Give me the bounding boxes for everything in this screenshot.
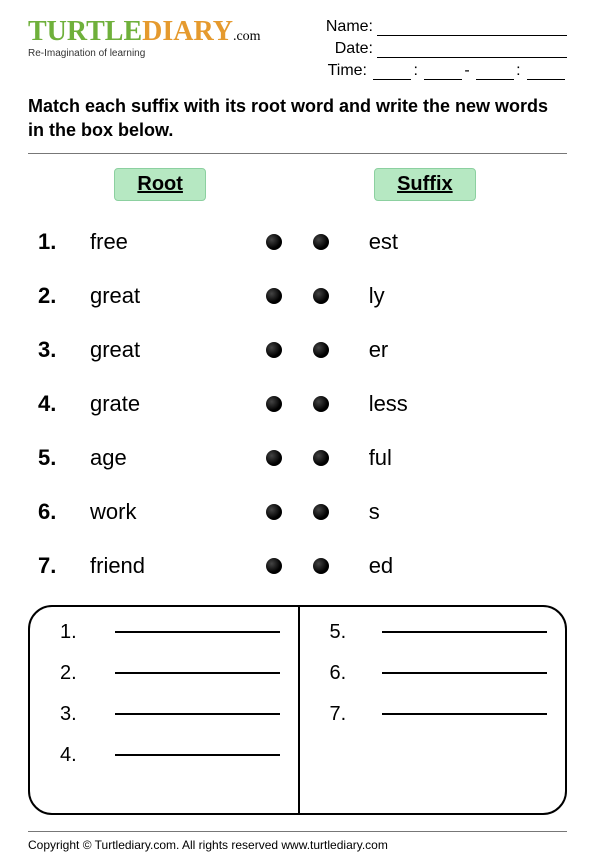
logo-word-1: TURTLE — [28, 16, 142, 47]
answer-number: 3. — [60, 703, 85, 726]
time-blank-3[interactable] — [476, 79, 514, 80]
name-field: Name: — [326, 18, 567, 36]
suffix-word: ed — [369, 553, 547, 579]
time-blank-2[interactable] — [424, 79, 462, 80]
root-word: work — [68, 499, 266, 525]
root-header: Root — [38, 168, 282, 201]
name-blank[interactable] — [377, 35, 567, 36]
match-dot-icon[interactable] — [266, 558, 282, 574]
time-blank-1[interactable] — [373, 79, 411, 80]
match-dot-icon[interactable] — [313, 558, 329, 574]
root-word: great — [68, 337, 266, 363]
time-blank-4[interactable] — [527, 79, 565, 80]
answer-blank[interactable] — [382, 631, 547, 633]
answer-blank[interactable] — [382, 672, 547, 674]
suffix-row: less — [303, 377, 547, 431]
date-field: Date: — [326, 40, 567, 58]
suffix-row: ly — [303, 269, 547, 323]
row-number: 5. — [38, 445, 68, 471]
answer-blank[interactable] — [382, 713, 547, 715]
suffix-word: er — [369, 337, 547, 363]
logo-dotcom: .com — [233, 29, 261, 44]
logo: TURTLEDIARY.com Re-Imagination of learni… — [28, 18, 261, 59]
root-row: 1.free — [38, 215, 282, 269]
answer-col-right: 5. 6. 7. — [298, 607, 566, 813]
suffix-row: est — [303, 215, 547, 269]
suffix-word: ly — [369, 283, 547, 309]
row-number: 6. — [38, 499, 68, 525]
root-word: friend — [68, 553, 266, 579]
meta-fields: Name: Date: Time: : - : — [326, 18, 567, 84]
answer-number: 4. — [60, 744, 85, 767]
root-row: 6.work — [38, 485, 282, 539]
root-word: age — [68, 445, 266, 471]
answer-blank[interactable] — [115, 713, 280, 715]
suffix-row: er — [303, 323, 547, 377]
row-number: 1. — [38, 229, 68, 255]
answer-col-left: 1. 2. 3. 4. — [30, 607, 298, 813]
answer-blank[interactable] — [115, 631, 280, 633]
match-dot-icon[interactable] — [266, 342, 282, 358]
match-dot-icon[interactable] — [313, 288, 329, 304]
match-dot-icon[interactable] — [266, 234, 282, 250]
match-dot-icon[interactable] — [266, 288, 282, 304]
match-dot-icon[interactable] — [313, 396, 329, 412]
root-row: 5.age — [38, 431, 282, 485]
logo-text: TURTLEDIARY.com — [28, 18, 261, 46]
match-dot-icon[interactable] — [266, 504, 282, 520]
row-number: 2. — [38, 283, 68, 309]
time-field: Time: : - : — [326, 62, 567, 80]
root-word: free — [68, 229, 266, 255]
page-header: TURTLEDIARY.com Re-Imagination of learni… — [28, 18, 567, 84]
suffix-row: s — [303, 485, 547, 539]
suffix-row: ful — [303, 431, 547, 485]
answer-box: 1. 2. 3. 4. 5. 6. 7. — [28, 605, 567, 815]
answer-number: 7. — [330, 703, 353, 726]
root-column: Root 1.free2.great3.great4.grate5.age6.w… — [38, 168, 282, 593]
footer-text: Copyright © Turtlediary.com. All rights … — [28, 831, 567, 852]
root-word: grate — [68, 391, 266, 417]
root-row: 4.grate — [38, 377, 282, 431]
date-blank[interactable] — [377, 57, 567, 58]
answer-row: 6. — [330, 662, 548, 685]
suffix-word: less — [369, 391, 547, 417]
answer-row: 4. — [60, 744, 280, 767]
row-number: 7. — [38, 553, 68, 579]
suffix-word: s — [369, 499, 547, 525]
match-dot-icon[interactable] — [313, 234, 329, 250]
answer-row: 7. — [330, 703, 548, 726]
root-word: great — [68, 283, 266, 309]
answer-blank[interactable] — [115, 754, 280, 756]
root-row: 2.great — [38, 269, 282, 323]
row-number: 4. — [38, 391, 68, 417]
match-dot-icon[interactable] — [266, 396, 282, 412]
answer-row: 2. — [60, 662, 280, 685]
answer-number: 5. — [330, 621, 353, 644]
suffix-word: ful — [369, 445, 547, 471]
suffix-header: Suffix — [303, 168, 547, 201]
logo-tagline: Re-Imagination of learning — [28, 48, 261, 59]
row-number: 3. — [38, 337, 68, 363]
answer-number: 6. — [330, 662, 353, 685]
instruction-text: Match each suffix with its root word and… — [28, 94, 567, 143]
match-dot-icon[interactable] — [266, 450, 282, 466]
logo-word-2: DIARY — [142, 16, 233, 47]
answer-row: 1. — [60, 621, 280, 644]
match-dot-icon[interactable] — [313, 342, 329, 358]
answer-row: 5. — [330, 621, 548, 644]
answer-row: 3. — [60, 703, 280, 726]
answer-blank[interactable] — [115, 672, 280, 674]
match-dot-icon[interactable] — [313, 504, 329, 520]
suffix-column: Suffix est ly er less ful s ed — [303, 168, 547, 593]
answer-number: 2. — [60, 662, 85, 685]
match-dot-icon[interactable] — [313, 450, 329, 466]
suffix-word: est — [369, 229, 547, 255]
matching-columns: Root 1.free2.great3.great4.grate5.age6.w… — [28, 168, 567, 593]
answer-number: 1. — [60, 621, 85, 644]
root-row: 7.friend — [38, 539, 282, 593]
suffix-row: ed — [303, 539, 547, 593]
divider-line — [28, 153, 567, 154]
root-row: 3.great — [38, 323, 282, 377]
